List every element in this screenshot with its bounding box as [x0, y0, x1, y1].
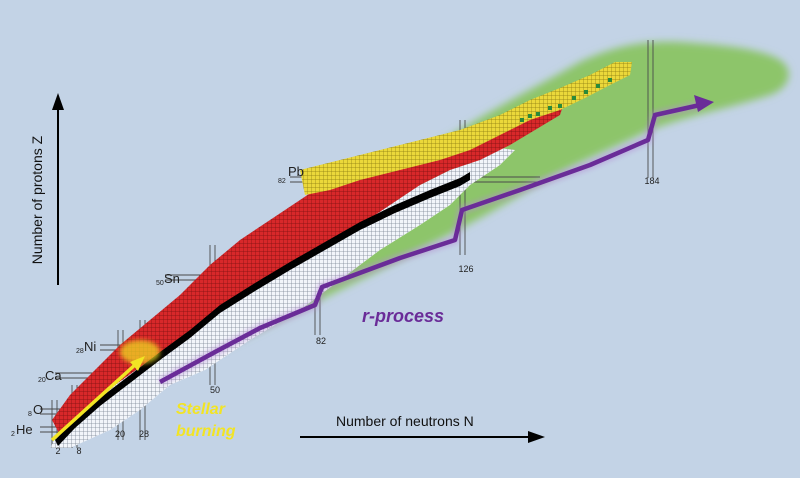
- heavy-exotic-nuclides: [300, 62, 632, 195]
- x-axis-arrow: [300, 431, 545, 443]
- r-process-path: [157, 95, 714, 386]
- y-axis-arrow: [52, 93, 64, 285]
- element-z-sn: 50: [156, 280, 164, 287]
- magic-n-184: 184: [644, 176, 659, 186]
- element-z-pb: 82: [278, 178, 286, 185]
- magic-neutron-labels: 2 8 20 28 50 82 126 184: [55, 176, 659, 456]
- element-symbol-ni: Ni: [84, 339, 96, 354]
- neutron-rich-nuclides: [50, 148, 515, 448]
- x-axis-label: Number of neutrons N: [336, 413, 474, 429]
- stellar-burning-label-line1: Stellar: [176, 401, 226, 418]
- element-symbol-he: He: [16, 422, 33, 437]
- magic-n-50: 50: [210, 385, 220, 395]
- element-symbol-o: O: [33, 402, 43, 417]
- magic-n-82: 82: [316, 336, 326, 346]
- element-z-ca: 20: [38, 377, 46, 384]
- r-process-label: r-process: [362, 306, 444, 326]
- superheavy-nuclides: [520, 78, 612, 122]
- magic-n-2: 2: [55, 446, 60, 456]
- element-z-ni: 28: [76, 348, 84, 355]
- element-z-o: 8: [28, 411, 32, 418]
- proton-rich-nuclides: [52, 100, 565, 435]
- stellar-burning-arrow: [50, 340, 160, 442]
- element-symbol-sn: Sn: [164, 271, 180, 286]
- stellar-burning-label-line2: burning: [176, 423, 236, 440]
- element-labels: 2 He 8 O 20 Ca 28 Ni 50 Sn 82 Pb: [11, 164, 304, 438]
- y-axis-label: Number of protons Z: [29, 135, 45, 264]
- element-symbol-ca: Ca: [45, 368, 62, 383]
- element-z-he: 2: [11, 431, 15, 438]
- magic-n-8: 8: [76, 446, 81, 456]
- magic-n-28: 28: [139, 429, 149, 439]
- magic-n-126: 126: [458, 264, 473, 274]
- magic-n-20: 20: [115, 429, 125, 439]
- element-symbol-pb: Pb: [288, 164, 304, 179]
